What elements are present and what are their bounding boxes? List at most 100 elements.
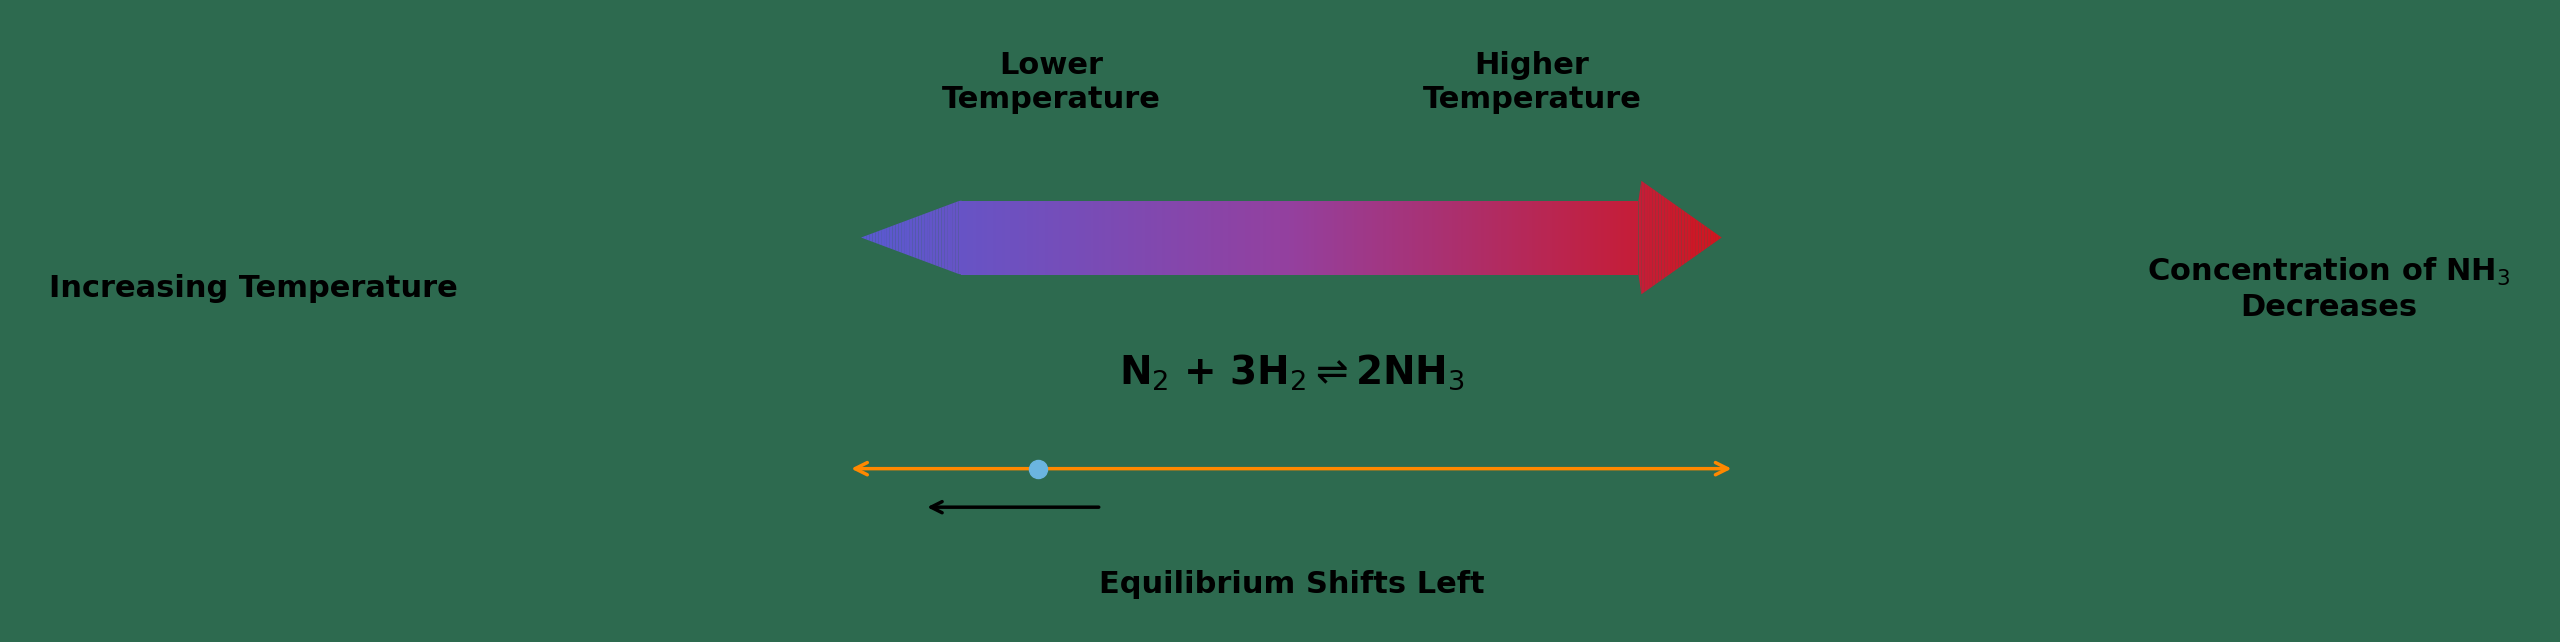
Polygon shape	[876, 231, 878, 244]
Polygon shape	[1004, 200, 1009, 275]
Polygon shape	[1290, 200, 1295, 275]
Polygon shape	[1180, 200, 1183, 275]
Polygon shape	[1633, 200, 1636, 275]
Polygon shape	[1403, 200, 1405, 275]
Polygon shape	[1518, 200, 1521, 275]
Polygon shape	[1564, 200, 1567, 275]
Text: Concentration of NH$_3$
Decreases: Concentration of NH$_3$ Decreases	[2148, 256, 2511, 322]
Polygon shape	[1306, 200, 1308, 275]
Polygon shape	[929, 211, 932, 265]
Polygon shape	[955, 201, 957, 274]
Polygon shape	[1620, 200, 1623, 275]
Polygon shape	[1331, 200, 1334, 275]
Polygon shape	[1288, 200, 1290, 275]
Polygon shape	[1702, 223, 1705, 252]
Polygon shape	[1336, 200, 1339, 275]
Polygon shape	[1019, 200, 1021, 275]
Polygon shape	[978, 200, 980, 275]
Polygon shape	[1574, 200, 1577, 275]
Polygon shape	[1070, 200, 1073, 275]
Polygon shape	[1667, 199, 1669, 276]
Polygon shape	[1172, 200, 1178, 275]
Polygon shape	[1434, 200, 1439, 275]
Polygon shape	[1300, 200, 1303, 275]
Polygon shape	[1513, 200, 1516, 275]
Polygon shape	[1710, 229, 1713, 246]
Polygon shape	[1224, 200, 1226, 275]
Polygon shape	[970, 200, 973, 275]
Polygon shape	[1687, 213, 1690, 262]
Polygon shape	[1605, 200, 1608, 275]
Polygon shape	[1395, 200, 1398, 275]
Polygon shape	[1116, 200, 1119, 275]
Polygon shape	[1500, 200, 1503, 275]
Polygon shape	[1708, 227, 1710, 248]
Polygon shape	[901, 221, 904, 254]
Polygon shape	[1190, 200, 1193, 275]
Polygon shape	[1516, 200, 1518, 275]
Polygon shape	[1242, 200, 1247, 275]
Polygon shape	[1695, 220, 1700, 256]
Polygon shape	[1393, 200, 1395, 275]
Polygon shape	[1418, 200, 1421, 275]
Polygon shape	[906, 220, 909, 256]
Polygon shape	[1656, 191, 1659, 284]
Text: Lower
Temperature: Lower Temperature	[942, 51, 1160, 114]
Polygon shape	[957, 200, 963, 275]
Polygon shape	[1254, 200, 1257, 275]
Polygon shape	[1039, 200, 1042, 275]
Polygon shape	[1572, 200, 1574, 275]
Polygon shape	[1592, 200, 1595, 275]
Polygon shape	[1216, 200, 1219, 275]
Polygon shape	[1539, 200, 1541, 275]
Polygon shape	[1009, 200, 1011, 275]
Polygon shape	[1569, 200, 1572, 275]
Polygon shape	[1669, 201, 1672, 274]
Polygon shape	[1318, 200, 1321, 275]
Polygon shape	[1042, 200, 1044, 275]
Polygon shape	[1021, 200, 1024, 275]
Polygon shape	[1170, 200, 1172, 275]
Polygon shape	[1001, 200, 1004, 275]
Polygon shape	[1475, 200, 1477, 275]
Polygon shape	[1206, 200, 1208, 275]
Polygon shape	[1226, 200, 1229, 275]
Polygon shape	[1344, 200, 1347, 275]
Polygon shape	[1684, 211, 1687, 264]
Polygon shape	[1034, 200, 1037, 275]
Polygon shape	[932, 210, 934, 265]
Polygon shape	[1408, 200, 1413, 275]
Polygon shape	[893, 225, 896, 250]
Polygon shape	[1272, 200, 1275, 275]
Polygon shape	[1472, 200, 1475, 275]
Polygon shape	[1060, 200, 1062, 275]
Polygon shape	[1068, 200, 1070, 275]
Polygon shape	[899, 223, 901, 252]
Polygon shape	[891, 226, 893, 249]
Polygon shape	[1183, 200, 1185, 275]
Polygon shape	[1608, 200, 1610, 275]
Polygon shape	[1280, 200, 1283, 275]
Polygon shape	[1713, 232, 1715, 243]
Polygon shape	[1536, 200, 1539, 275]
Polygon shape	[1718, 236, 1723, 239]
Polygon shape	[1631, 200, 1633, 275]
Polygon shape	[1188, 200, 1190, 275]
Polygon shape	[1311, 200, 1313, 275]
Polygon shape	[1096, 200, 1098, 275]
Polygon shape	[1370, 200, 1372, 275]
Polygon shape	[1057, 200, 1060, 275]
Polygon shape	[1449, 200, 1452, 275]
Polygon shape	[1549, 200, 1551, 275]
Polygon shape	[947, 204, 950, 271]
Polygon shape	[1582, 200, 1585, 275]
Polygon shape	[1047, 200, 1050, 275]
Polygon shape	[1080, 200, 1083, 275]
Text: N$_2$ + 3H$_2$$\rightleftharpoons$2NH$_3$: N$_2$ + 3H$_2$$\rightleftharpoons$2NH$_3…	[1119, 352, 1464, 392]
Polygon shape	[1132, 200, 1134, 275]
Polygon shape	[1705, 225, 1708, 250]
Polygon shape	[883, 228, 886, 247]
Polygon shape	[1157, 200, 1160, 275]
Polygon shape	[1679, 207, 1682, 268]
Polygon shape	[1367, 200, 1370, 275]
